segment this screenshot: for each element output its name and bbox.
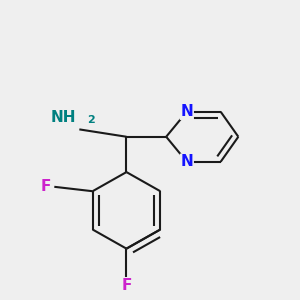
Text: F: F [41,179,51,194]
Text: F: F [121,278,132,293]
Text: N: N [180,154,193,169]
Text: 2: 2 [87,115,94,125]
Text: N: N [180,104,193,119]
Text: NH: NH [51,110,76,125]
